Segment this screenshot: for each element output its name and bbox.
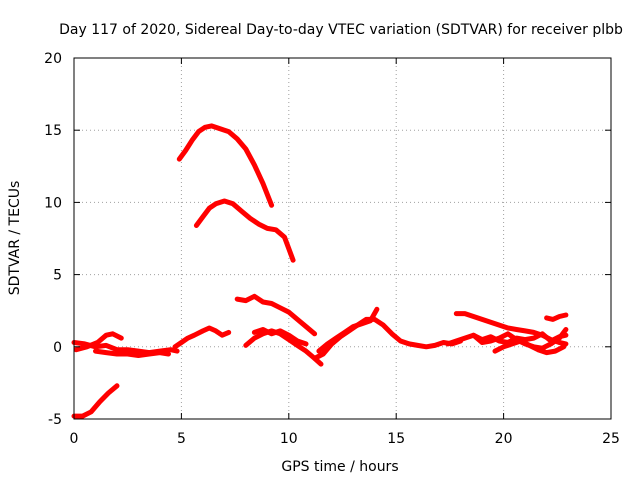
y-axis-label: SDTVAR / TECUs <box>7 181 23 296</box>
series-arc-16 <box>492 338 567 356</box>
y-tick-label: 20 <box>44 51 62 67</box>
x-tick-label: 10 <box>280 431 298 447</box>
plot-frame <box>73 57 612 420</box>
x-tick-label: 15 <box>387 431 405 447</box>
y-tick-label: 5 <box>53 268 62 284</box>
y-tick-label: 0 <box>53 340 62 356</box>
series-arc-14 <box>453 311 569 347</box>
x-tick-label: 5 <box>177 431 186 447</box>
axis-ticks: 0 5 10 15 20 25 -5 0 5 10 15 20 <box>44 51 620 447</box>
chart-title: Day 117 of 2020, Sidereal Day-to-day VTE… <box>59 22 623 38</box>
series-arc-3 <box>73 331 124 353</box>
series-arc-9 <box>243 328 324 367</box>
series-arc-17 <box>544 312 569 322</box>
series-arc-5 <box>172 325 232 350</box>
series-arc-6 <box>176 123 275 208</box>
series-arc-10 <box>251 327 309 347</box>
series-arc-1 <box>71 383 120 419</box>
data-series <box>71 123 569 419</box>
y-tick-label: 10 <box>44 195 62 211</box>
y-tick-label: -5 <box>48 412 62 428</box>
series-arc-8 <box>234 293 318 337</box>
x-tick-label: 0 <box>70 431 79 447</box>
x-tick-label: 25 <box>602 431 620 447</box>
series-arc-7 <box>193 198 296 263</box>
x-axis-label: GPS time / hours <box>281 459 398 475</box>
y-tick-label: 15 <box>44 123 62 139</box>
x-tick-label: 20 <box>495 431 513 447</box>
series-arc-12 <box>316 306 380 354</box>
grid-lines <box>74 58 611 419</box>
series-arc-4 <box>93 348 171 358</box>
